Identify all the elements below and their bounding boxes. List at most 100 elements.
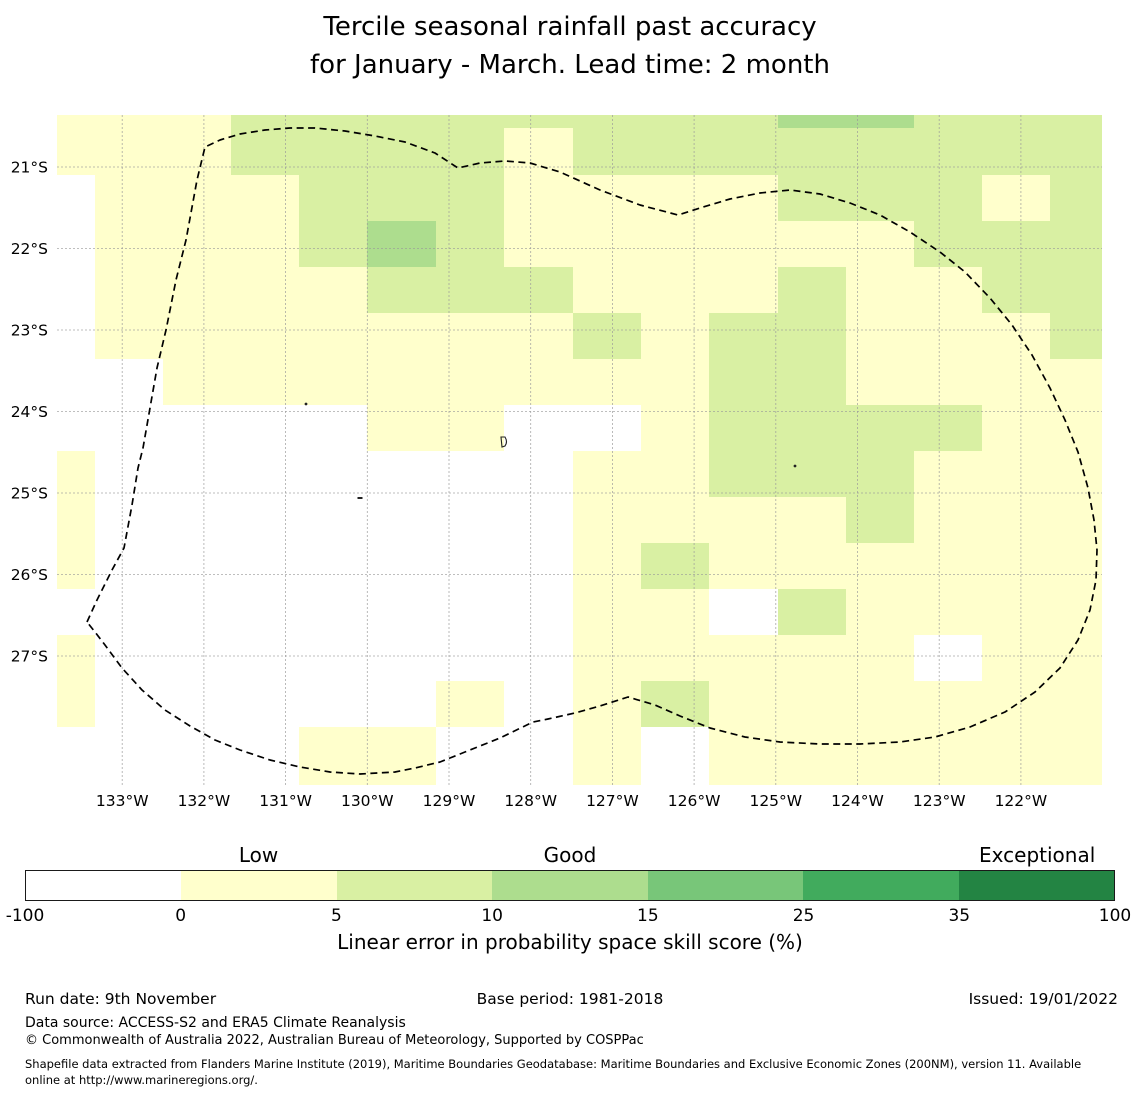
grid-cell — [231, 115, 299, 128]
grid-cell — [573, 543, 641, 589]
lon-tick-label: 128°W — [504, 792, 557, 810]
grid-cell — [914, 175, 982, 221]
grid-cell — [846, 727, 914, 785]
grid-cell — [436, 497, 504, 543]
grid-cell — [709, 497, 778, 543]
grid-cell — [367, 589, 436, 635]
grid-cell — [641, 635, 709, 681]
grid-cell — [95, 221, 163, 267]
grid-cell — [1050, 681, 1102, 727]
grid-cell — [231, 221, 299, 267]
shapefile-attribution-line2: online at http://www.marineregions.org/. — [25, 1073, 258, 1087]
grid-cell — [367, 727, 436, 785]
grid-cell — [1050, 405, 1102, 451]
grid-cell — [778, 115, 846, 128]
grid-cell — [57, 359, 95, 405]
grid-cell — [57, 589, 95, 635]
grid-cell — [57, 115, 95, 128]
lon-tick-label: 133°W — [96, 792, 149, 810]
grid-cell — [641, 497, 709, 543]
grid-cell — [778, 221, 846, 267]
grid-cell — [436, 313, 504, 359]
grid-cell — [914, 589, 982, 635]
grid-cell — [709, 359, 778, 405]
issued-text: Issued: 19/01/2022 — [968, 990, 1118, 1008]
grid-cell — [231, 497, 299, 543]
grid-cell — [573, 313, 641, 359]
grid-cell — [982, 589, 1050, 635]
grid-cell — [778, 589, 846, 635]
grid-cell — [982, 175, 1050, 221]
grid-cell — [573, 405, 641, 451]
grid-cell — [367, 497, 436, 543]
grid-cell — [778, 543, 846, 589]
grid-cell — [299, 589, 367, 635]
grid-cell — [367, 543, 436, 589]
grid-cell — [846, 128, 914, 175]
grid-cell — [982, 543, 1050, 589]
grid-cell — [573, 128, 641, 175]
colorbar — [25, 870, 1115, 901]
grid-cell — [504, 115, 573, 128]
grid-cell — [95, 405, 163, 451]
grid-cell — [709, 267, 778, 313]
grid-cell — [504, 727, 573, 785]
grid-cell — [436, 115, 504, 128]
colorbar-segment — [958, 871, 1114, 900]
grid-cell — [504, 543, 573, 589]
grid-cell — [504, 451, 573, 497]
grid-cell — [299, 115, 367, 128]
grid-cell — [982, 727, 1050, 785]
colorbar-label-exceptional: Exceptional — [979, 843, 1096, 867]
grid-cell — [231, 589, 299, 635]
grid-cell — [846, 451, 914, 497]
colorbar-segment — [181, 871, 337, 900]
grid-cell — [436, 589, 504, 635]
grid-cell — [57, 727, 95, 785]
grid-cell — [163, 727, 231, 785]
grid-cell — [504, 313, 573, 359]
grid-cell — [914, 405, 982, 451]
colorbar-segment — [803, 871, 959, 900]
grid-cell — [299, 635, 367, 681]
grid-cell — [778, 128, 846, 175]
colorbar-segment — [26, 871, 182, 900]
grid-cell — [573, 267, 641, 313]
grid-cell — [299, 359, 367, 405]
grid-cell — [95, 313, 163, 359]
grid-cell — [709, 128, 778, 175]
lat-tick-label: 26°S — [11, 566, 48, 584]
grid-cell — [982, 405, 1050, 451]
grid-cell — [367, 451, 436, 497]
grid-cell — [1050, 451, 1102, 497]
data-source-text: Data source: ACCESS-S2 and ERA5 Climate … — [25, 1015, 406, 1031]
grid-cell — [914, 635, 982, 681]
grid-cell — [367, 635, 436, 681]
lat-tick-label: 25°S — [11, 485, 48, 503]
lat-tick-label: 23°S — [11, 322, 48, 340]
grid-cell — [914, 497, 982, 543]
grid-cell — [299, 405, 367, 451]
grid-cell — [504, 589, 573, 635]
lon-tick-label: 126°W — [668, 792, 721, 810]
grid-cell — [436, 681, 504, 727]
grid-cell — [367, 313, 436, 359]
lon-tick-label: 125°W — [749, 792, 802, 810]
grid-cell — [504, 681, 573, 727]
grid-cell — [709, 221, 778, 267]
grid-cell — [1050, 543, 1102, 589]
grid-cell — [982, 635, 1050, 681]
grid-cell — [231, 405, 299, 451]
grid-cell — [641, 451, 709, 497]
grid-cell — [163, 589, 231, 635]
grid-cell — [436, 727, 504, 785]
grid-cell — [436, 635, 504, 681]
grid-cell — [846, 359, 914, 405]
grid-cell — [231, 313, 299, 359]
grid-cell — [95, 115, 163, 128]
grid-cell — [436, 405, 504, 451]
colorbar-segment — [492, 871, 648, 900]
shapefile-attribution-line1: Shapefile data extracted from Flanders M… — [25, 1057, 1082, 1071]
grid-cell — [231, 359, 299, 405]
grid-cell — [231, 727, 299, 785]
